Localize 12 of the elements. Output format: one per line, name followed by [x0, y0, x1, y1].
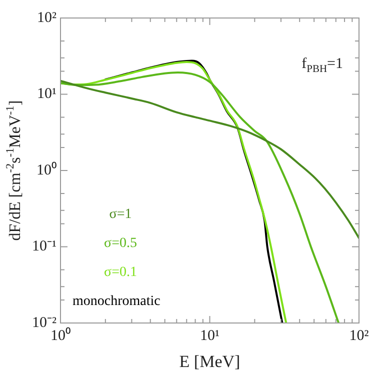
x-tick-label: 10¹: [200, 328, 220, 344]
y-tick-label: 10²: [36, 10, 57, 26]
x-tick-label: 10²: [349, 328, 370, 344]
y-tick-label: 10¹: [36, 86, 56, 102]
text: σ=0.1: [104, 265, 137, 280]
y-tick-label: 10⁻¹: [32, 238, 56, 255]
x-axis-title: E [MeV]: [179, 352, 240, 371]
y-tick-label: 10⁰: [36, 161, 56, 178]
text: monochromatic: [72, 294, 160, 309]
text: σ=0.5: [104, 236, 137, 251]
y-axis-title: dF/dE [cm-2s-1MeV-1]: [4, 100, 24, 241]
text: σ=1: [109, 207, 132, 222]
